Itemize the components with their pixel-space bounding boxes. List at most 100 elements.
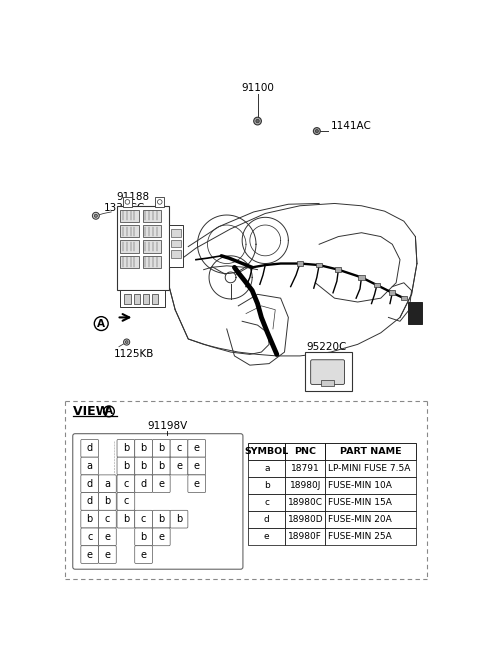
Bar (325, 460, 416, 477)
Text: a: a (264, 464, 270, 473)
Bar (285, 477, 325, 494)
Bar (285, 527, 325, 544)
Bar (285, 510, 325, 527)
Text: b: b (123, 514, 129, 524)
FancyBboxPatch shape (117, 510, 135, 528)
Bar (143, 240, 161, 253)
Text: 1125KB: 1125KB (114, 350, 154, 359)
Text: 91188: 91188 (117, 192, 150, 201)
Bar (120, 210, 139, 222)
Circle shape (315, 129, 318, 133)
FancyBboxPatch shape (135, 510, 153, 528)
Text: b: b (264, 481, 270, 490)
Text: e: e (194, 461, 200, 471)
Text: 91100: 91100 (241, 83, 274, 93)
FancyBboxPatch shape (188, 440, 205, 457)
Bar (171, 229, 180, 237)
Bar (152, 295, 158, 304)
Bar (120, 256, 139, 268)
Text: 18980C: 18980C (288, 498, 323, 506)
Text: d: d (86, 443, 93, 453)
Text: e: e (105, 532, 110, 542)
Text: c: c (123, 479, 129, 489)
Text: a: a (87, 461, 93, 471)
Text: SYMBOL: SYMBOL (245, 447, 289, 456)
Bar (325, 494, 416, 510)
FancyBboxPatch shape (98, 493, 116, 510)
FancyBboxPatch shape (170, 440, 188, 457)
Bar (297, 261, 303, 266)
FancyBboxPatch shape (81, 493, 98, 510)
Text: 1141AC: 1141AC (331, 121, 372, 131)
Bar (325, 527, 416, 544)
Text: e: e (87, 550, 93, 560)
Bar (171, 251, 180, 258)
FancyBboxPatch shape (98, 546, 116, 564)
Text: FUSE-MIN 20A: FUSE-MIN 20A (328, 515, 392, 523)
Bar (322, 380, 334, 386)
Text: c: c (176, 443, 182, 453)
FancyBboxPatch shape (170, 457, 188, 475)
Text: PNC: PNC (294, 447, 316, 456)
Text: 18791: 18791 (291, 464, 320, 473)
Text: d: d (86, 479, 93, 489)
FancyBboxPatch shape (169, 225, 183, 268)
Bar (248, 443, 285, 460)
Bar (124, 295, 131, 304)
Text: FUSE-MIN 15A: FUSE-MIN 15A (328, 498, 392, 506)
Text: 18980J: 18980J (289, 481, 321, 490)
Bar (248, 527, 285, 544)
FancyBboxPatch shape (153, 528, 170, 546)
Text: b: b (158, 461, 165, 471)
Text: b: b (86, 514, 93, 524)
Bar (285, 494, 325, 510)
FancyBboxPatch shape (170, 510, 188, 528)
Text: 95220C: 95220C (306, 342, 347, 352)
Bar (133, 295, 140, 304)
Text: VIEW: VIEW (73, 405, 113, 418)
Text: 91198V: 91198V (147, 421, 188, 431)
Text: d: d (264, 515, 270, 523)
Text: c: c (105, 514, 110, 524)
FancyBboxPatch shape (81, 510, 98, 528)
Circle shape (123, 339, 130, 345)
Circle shape (125, 340, 128, 344)
Bar (325, 477, 416, 494)
Text: e: e (194, 443, 200, 453)
Bar (143, 295, 149, 304)
Text: e: e (141, 550, 146, 560)
Bar (120, 225, 139, 237)
FancyBboxPatch shape (81, 528, 98, 546)
Bar (248, 460, 285, 477)
FancyBboxPatch shape (117, 206, 169, 291)
FancyBboxPatch shape (98, 475, 116, 493)
FancyBboxPatch shape (311, 359, 345, 384)
Bar (401, 296, 407, 300)
FancyBboxPatch shape (153, 440, 170, 457)
Text: FUSE-MIN 10A: FUSE-MIN 10A (328, 481, 392, 490)
FancyBboxPatch shape (117, 440, 135, 457)
Text: e: e (105, 550, 110, 560)
Bar (248, 494, 285, 510)
Text: b: b (123, 461, 129, 471)
Circle shape (157, 199, 162, 204)
FancyBboxPatch shape (135, 528, 153, 546)
Bar (285, 460, 325, 477)
Text: PART NAME: PART NAME (340, 447, 402, 456)
Bar (120, 240, 139, 253)
FancyBboxPatch shape (117, 475, 135, 493)
Bar (143, 256, 161, 268)
FancyBboxPatch shape (135, 546, 153, 564)
Text: e: e (158, 479, 164, 489)
Text: b: b (158, 514, 165, 524)
Circle shape (254, 117, 262, 125)
Text: c: c (87, 532, 92, 542)
FancyBboxPatch shape (135, 440, 153, 457)
FancyBboxPatch shape (153, 510, 170, 528)
FancyBboxPatch shape (188, 457, 205, 475)
Text: b: b (141, 532, 147, 542)
Text: A: A (97, 319, 105, 329)
Bar (248, 477, 285, 494)
Text: c: c (141, 514, 146, 524)
Bar (325, 443, 416, 460)
